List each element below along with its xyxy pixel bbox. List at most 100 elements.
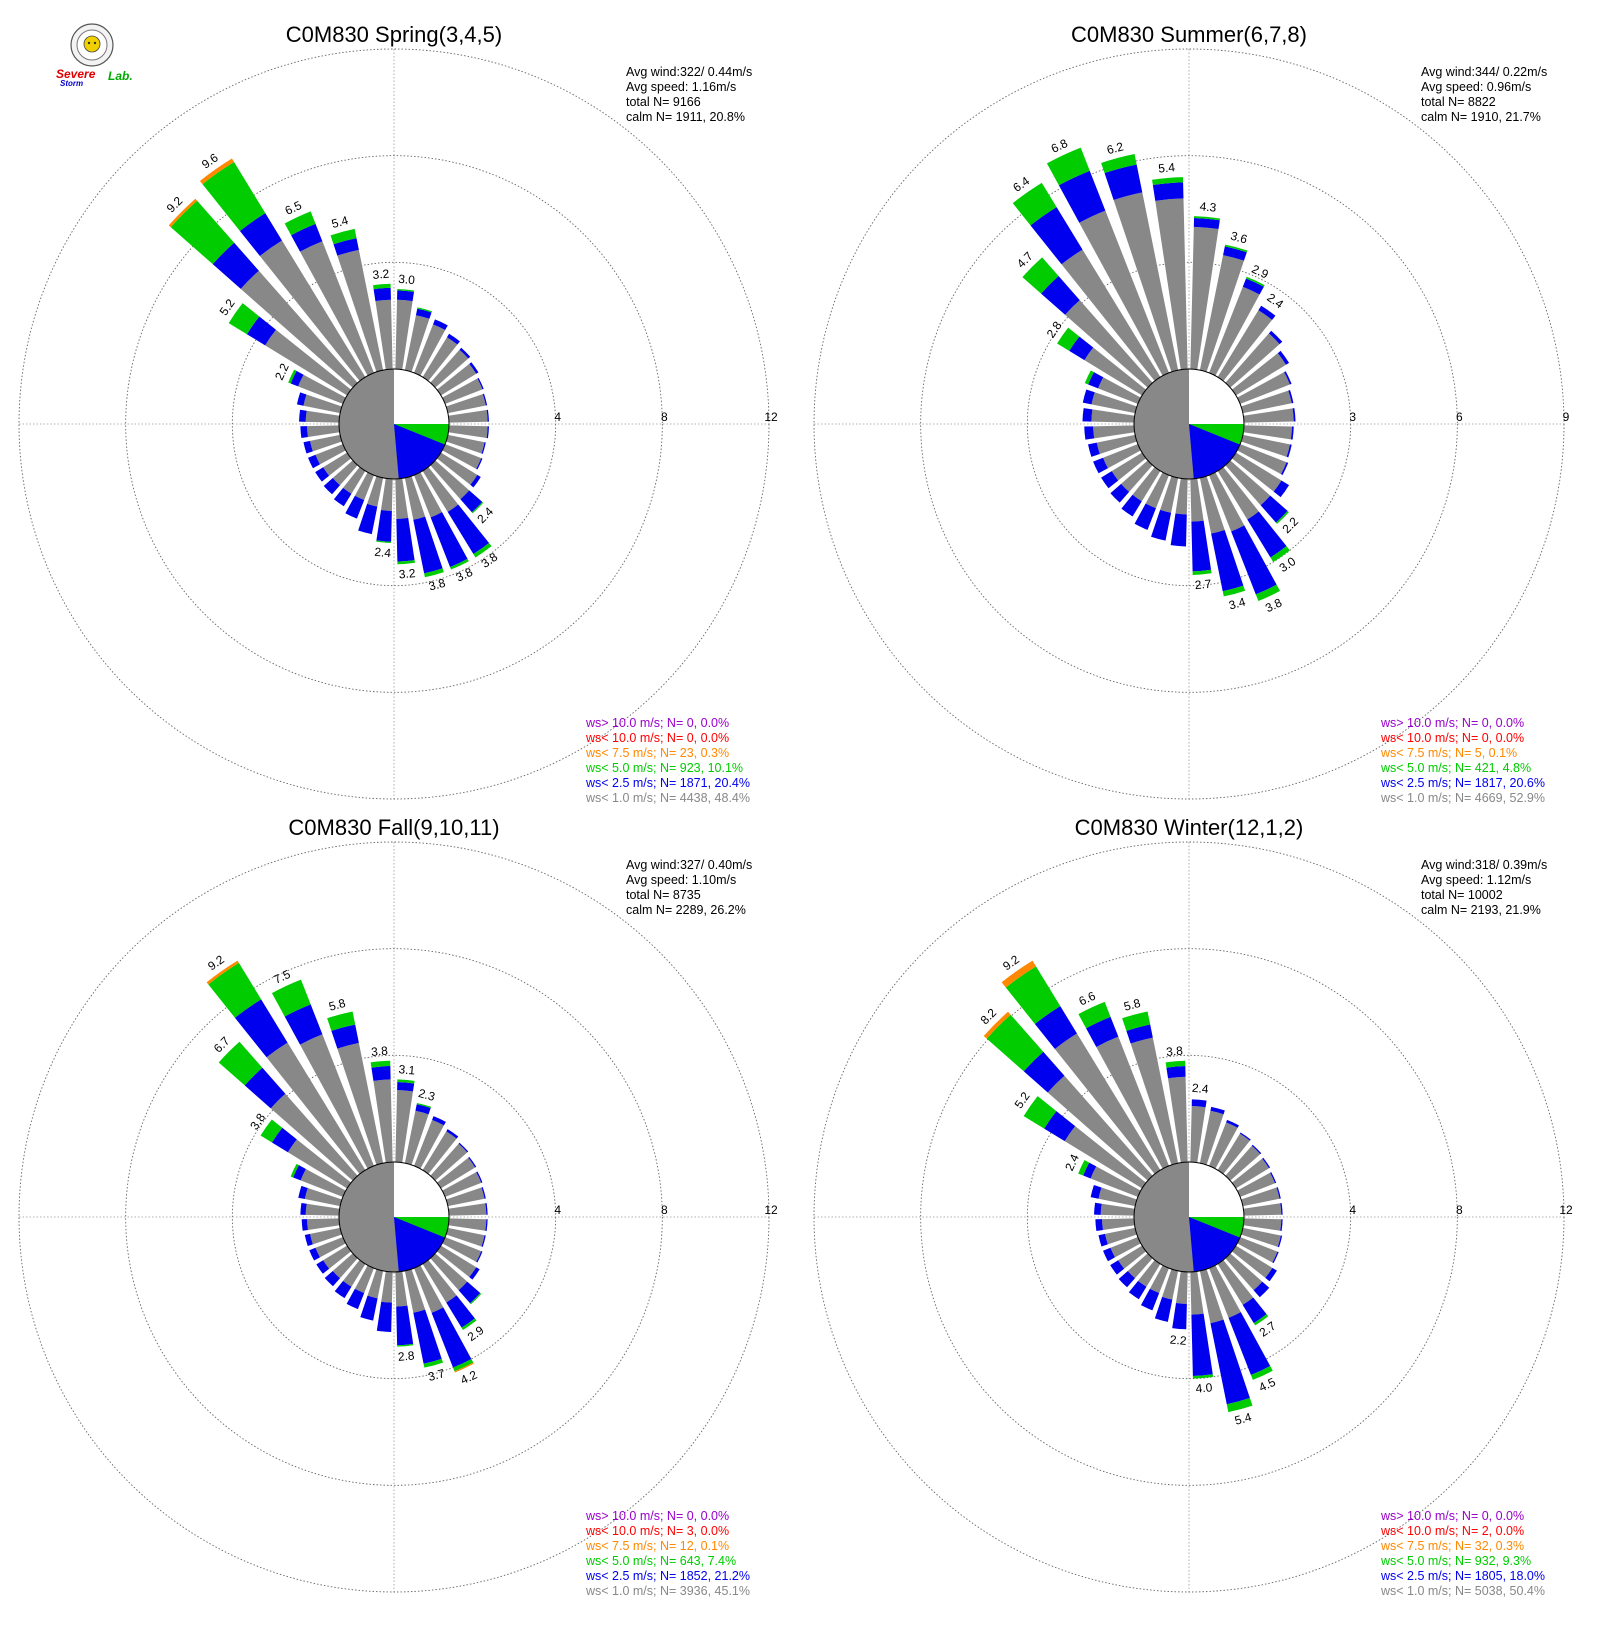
- legend-item-lt2_5: ws< 2.5 m/s; N= 1871, 20.4%: [585, 776, 750, 790]
- bar-segment-lt1: [442, 1172, 482, 1197]
- legend-item-lt5: ws< 5.0 m/s; N= 932, 9.3%: [1380, 1554, 1531, 1568]
- bar-segment-lt1: [436, 363, 477, 396]
- bar-segment-lt5: [1122, 1011, 1151, 1031]
- bar-total-label: 6.6: [1077, 989, 1098, 1009]
- ring-8: [920, 948, 1458, 1486]
- bar-segment-lt1: [1237, 372, 1290, 404]
- logo-text-storm: Storm: [60, 79, 83, 88]
- legend-item-lt2_5: ws< 2.5 m/s; N= 1852, 21.2%: [585, 1569, 750, 1583]
- bar-segment-lt1: [1217, 1259, 1254, 1305]
- bar-segment-lt1: [1241, 1227, 1281, 1247]
- bar-segment-lt1: [442, 378, 483, 404]
- bar-total-label: 3.2: [398, 566, 416, 581]
- bar-segment-lt5: [473, 543, 492, 558]
- bar-segment-lt2_5: [1104, 164, 1143, 201]
- bar-segment-lt5: [260, 1119, 283, 1143]
- bar-segment-lt2_5: [358, 503, 378, 535]
- bar-total-label: 4.3: [1199, 199, 1217, 214]
- bar-total-label: 2.4: [1191, 1081, 1209, 1096]
- bar-segment-lt2_5: [1231, 525, 1277, 595]
- bar-segment-lt2_5: [415, 1104, 431, 1115]
- bar-segment-lt1: [1231, 1158, 1269, 1189]
- legend-item-lt10: ws< 10.0 m/s; N= 2, 0.0%: [1380, 1524, 1524, 1538]
- bar-segment-lt2_5: [459, 347, 471, 359]
- bar-segment-lt2_5: [1280, 462, 1289, 476]
- bar-segment-lt2_5: [1086, 1016, 1119, 1047]
- bar-segment-lt1: [395, 478, 409, 519]
- bar-segment-lt2_5: [1128, 1280, 1147, 1300]
- ring-12: [18, 841, 770, 1593]
- ring-label-8: 8: [661, 1203, 668, 1217]
- bar-total-label: 2.3: [417, 1086, 437, 1104]
- bar-segment-lt1: [448, 1218, 487, 1231]
- bar-segment-lt1: [343, 1259, 366, 1287]
- bar-segment-lt2_5: [1166, 1066, 1186, 1079]
- ring-12: [813, 841, 1565, 1593]
- bar-segment-lt2_5: [1280, 1219, 1283, 1232]
- total-n-text: total N= 8735: [626, 888, 701, 902]
- bar-segment-lt1: [430, 1143, 468, 1181]
- bar-segment-lt2_5: [1044, 1111, 1076, 1142]
- bar-segment-lt2_5: [1110, 1260, 1125, 1275]
- bar-segment-lt5: [1057, 327, 1080, 351]
- wind-rose-panel-2: C0M830 Summer(6,7,8)3 6 95.46.26.86.44.72.…: [813, 22, 1570, 805]
- bar-segment-lt2_5: [1134, 503, 1156, 530]
- chart-title: C0M830 Winter(12,1,2): [1075, 815, 1304, 840]
- bar-segment-lt1: [305, 1203, 340, 1216]
- bar-segment-lt5: [470, 1293, 482, 1305]
- bar-segment-lt1: [337, 249, 384, 372]
- avg-speed-text: Avg speed: 1.12m/s: [1421, 873, 1531, 887]
- bar-total-label: 6.2: [1105, 139, 1125, 157]
- bar-segment-lt7_5: [206, 960, 239, 985]
- bar-segment-lt2_5: [446, 1129, 459, 1139]
- bar-segment-lt2_5: [1098, 1233, 1108, 1247]
- bar-segment-lt1: [1241, 434, 1290, 457]
- bar-total-label: 5.4: [1158, 160, 1176, 175]
- bar-segment-lt2_5: [397, 1082, 415, 1092]
- ring-8: [125, 155, 663, 693]
- bar-segment-lt1: [1175, 478, 1188, 515]
- bar-segment-lt2_5: [469, 362, 479, 374]
- bar-segment-lt1: [414, 1119, 444, 1169]
- bar-segment-lt2_5: [1211, 530, 1244, 592]
- bar-segment-lt1: [1130, 1037, 1179, 1165]
- bar-segment-lt1: [1225, 1253, 1263, 1291]
- bar-segment-lt7_5: [168, 198, 198, 228]
- bar-segment-lt5: [397, 1079, 415, 1084]
- bar-segment-lt1: [315, 444, 346, 465]
- bar-segment-lt1: [1118, 1245, 1147, 1269]
- bar-segment-lt1: [1064, 1126, 1147, 1189]
- bar-segment-lt7_5: [1001, 960, 1036, 988]
- bar-segment-lt1: [404, 476, 426, 520]
- bar-segment-lt2_5: [476, 1251, 483, 1263]
- avg-speed-text: Avg speed: 1.10m/s: [626, 873, 736, 887]
- bar-segment-lt2_5: [1262, 1157, 1271, 1169]
- bar-segment-lt2_5: [1118, 1271, 1135, 1288]
- bar-segment-lt1: [1175, 1271, 1188, 1304]
- bar-segment-lt1: [1231, 353, 1287, 396]
- bar-segment-lt1: [448, 425, 488, 439]
- bar-segment-lt1: [1217, 1133, 1250, 1175]
- bar-segment-lt2_5: [430, 512, 468, 568]
- bar-segment-lt1: [1065, 300, 1153, 388]
- bar-segment-lt1: [414, 324, 446, 376]
- total-n-text: total N= 9166: [626, 95, 701, 109]
- bar-segment-lt1: [1155, 198, 1188, 370]
- calm-n-text: calm N= 1910, 21.7%: [1421, 110, 1541, 124]
- bar-segment-lt1: [422, 1131, 457, 1175]
- bar-segment-lt1: [1132, 466, 1161, 502]
- bar-segment-lt1: [1113, 192, 1179, 372]
- bar-segment-lt2_5: [1242, 278, 1264, 295]
- calm-slice-lt2_5: [394, 424, 445, 479]
- bar-segment-lt2_5: [469, 1267, 480, 1280]
- bar-segment-lt2_5: [415, 308, 432, 319]
- avg-wind-text: Avg wind:344/ 0.22m/s: [1421, 65, 1547, 79]
- bar-segment-lt2_5: [1288, 390, 1294, 404]
- bar-segment-lt1: [1047, 1075, 1153, 1181]
- bar-segment-lt1: [1111, 452, 1147, 481]
- bar-segment-lt5: [1165, 1060, 1186, 1068]
- bar-segment-lt5: [1246, 276, 1265, 287]
- bar-segment-lt2_5: [1154, 1296, 1173, 1322]
- bar-segment-lt2_5: [1277, 350, 1290, 365]
- bar-total-label: 6.8: [1049, 136, 1070, 156]
